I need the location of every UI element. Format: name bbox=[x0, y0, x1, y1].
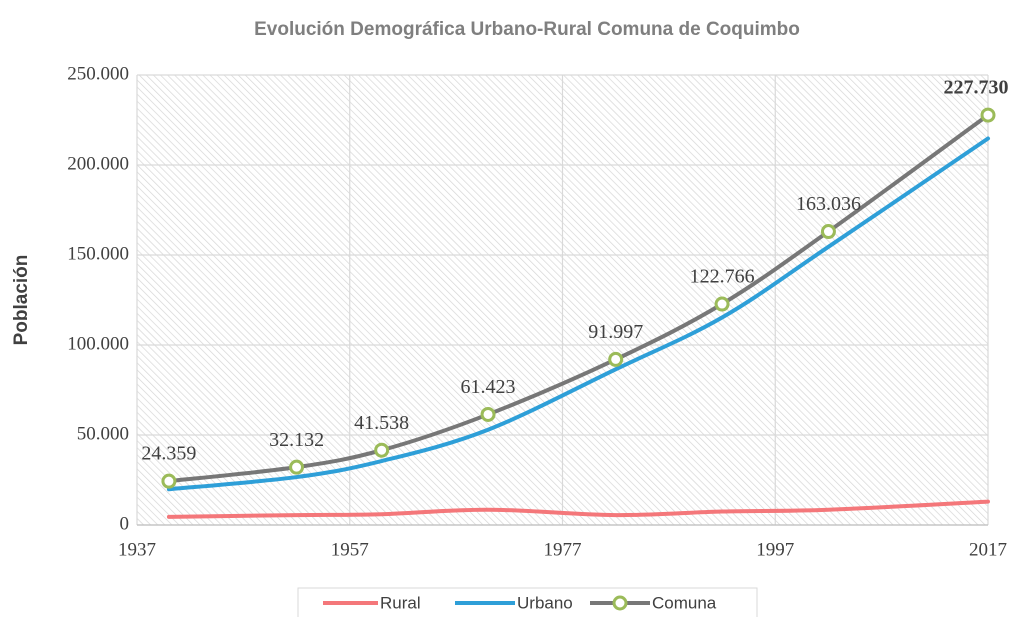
x-tick-label: 1957 bbox=[331, 539, 369, 560]
y-tick-label: 150.000 bbox=[67, 243, 129, 264]
x-tick-label: 1997 bbox=[756, 539, 794, 560]
series-line bbox=[166, 499, 990, 519]
chart-title: Evolución Demográfica Urbano-Rural Comun… bbox=[254, 19, 800, 40]
marker bbox=[161, 473, 177, 489]
marker bbox=[608, 351, 624, 367]
marker bbox=[289, 459, 305, 475]
marker bbox=[374, 442, 390, 458]
y-tick-label: 100.000 bbox=[67, 333, 129, 354]
data-label: 61.423 bbox=[461, 376, 516, 398]
marker bbox=[714, 296, 730, 312]
data-label: 41.538 bbox=[354, 412, 409, 434]
series-line bbox=[166, 136, 990, 492]
y-tick-label: 50.000 bbox=[77, 423, 129, 444]
data-label: 227.730 bbox=[944, 77, 1009, 99]
y-axis-title: Población bbox=[11, 255, 32, 346]
marker bbox=[820, 224, 836, 240]
legend-label: Rural bbox=[380, 593, 421, 612]
x-tick-label: 1937 bbox=[118, 539, 156, 560]
y-tick-label: 200.000 bbox=[67, 153, 129, 174]
legend-marker bbox=[612, 595, 628, 611]
legend-label: Urbano bbox=[517, 593, 573, 612]
x-tick-label: 2017 bbox=[969, 539, 1007, 560]
marker bbox=[980, 107, 996, 123]
data-label: 24.359 bbox=[141, 443, 196, 465]
data-label: 32.132 bbox=[269, 429, 324, 451]
data-label: 163.036 bbox=[796, 193, 861, 215]
marker bbox=[480, 406, 496, 422]
y-tick-label: 0 bbox=[120, 513, 130, 534]
data-label: 91.997 bbox=[588, 321, 643, 343]
legend-label: Comuna bbox=[652, 593, 717, 612]
x-tick-label: 1977 bbox=[544, 539, 582, 560]
data-label: 122.766 bbox=[690, 266, 755, 288]
y-tick-label: 250.000 bbox=[67, 63, 129, 84]
